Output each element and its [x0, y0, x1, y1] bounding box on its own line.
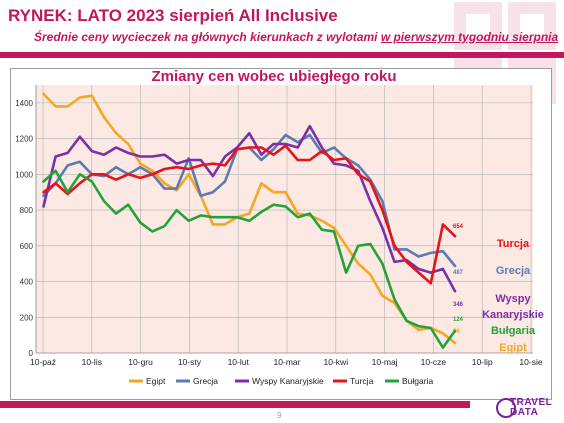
x-tick-label: 10-lip — [472, 357, 493, 367]
series-side-label: Wyspy — [495, 293, 531, 305]
page-title: RYNEK: LATO 2023 sierpień All Inclusive — [8, 6, 338, 25]
subtitle-text: Średnie ceny wycieczek na głównych kieru… — [34, 30, 381, 44]
series-side-label: Egipt — [499, 342, 527, 354]
legend-label: Wyspy Kanaryjskie — [252, 376, 324, 386]
chart-title: Zmiany cen wobec ubiegłego roku — [151, 69, 396, 85]
series-side-label: Kanaryjskie — [482, 309, 544, 321]
series-side-label: Bułgaria — [491, 325, 536, 337]
legend-label: Grecja — [193, 376, 218, 386]
page-number: 9 — [277, 411, 282, 420]
x-tick-label: 10-lis — [82, 357, 102, 367]
x-tick-label: 10-kwi — [324, 357, 349, 367]
series-line-wyspy-kanaryjskie — [42, 124, 457, 293]
series-line-bułgaria — [42, 169, 457, 349]
legend-label: Bułgaria — [402, 376, 433, 386]
x-tick-label: 10-maj — [372, 357, 398, 367]
y-tick-label: 0 — [29, 349, 34, 358]
footer-divider — [0, 401, 470, 408]
x-tick-label: 10-mar — [274, 357, 301, 367]
series-line-turcja — [42, 144, 457, 285]
series-line-egipt — [42, 92, 457, 345]
subtitle-emphasis: w pierwszym tygodniu sierpnia — [380, 30, 559, 44]
x-tick-label: 10-gru — [128, 357, 153, 367]
y-tick-label: 1000 — [15, 170, 33, 179]
legend-label: Turcja — [350, 376, 374, 386]
end-value-label: 487 — [453, 270, 464, 276]
price-change-chart: 0 200 400 600 800 1000 1200 1400 10-paź 10-lis 10-… — [15, 69, 544, 386]
page-subtitle: Średnie ceny wycieczek na głównych kieru… — [34, 30, 558, 44]
y-tick-label: 600 — [20, 242, 34, 251]
x-tick-label: 10-sty — [178, 357, 202, 367]
end-value-label: 56 — [453, 329, 460, 335]
y-tick-label: 1200 — [15, 135, 33, 144]
chart-frame: 0 200 400 600 800 1000 1200 1400 10-paź 10-lis 10-… — [10, 68, 552, 400]
plot-background — [36, 85, 533, 353]
x-tick-label: 10-cze — [421, 357, 447, 367]
end-value-label: 654 — [453, 224, 464, 230]
header-divider — [0, 52, 564, 58]
logo-globe-icon — [496, 398, 516, 418]
x-tick-label: 10-lut — [228, 357, 250, 367]
logo-text-top: TRAVEL — [510, 397, 553, 408]
series-side-label: Grecja — [496, 265, 531, 277]
y-tick-label: 800 — [20, 206, 34, 215]
end-value-label: 124 — [453, 317, 464, 323]
legend-label: Egipt — [146, 376, 166, 386]
series-side-label: Turcja — [497, 238, 530, 250]
y-tick-label: 1400 — [15, 99, 33, 108]
logo-text-bottom: DATA — [510, 407, 539, 418]
x-tick-label: 10-sie — [519, 357, 542, 367]
travel-data-logo: TRAVEL DATA — [496, 396, 562, 422]
y-tick-label: 200 — [20, 313, 34, 322]
x-tick-label: 10-paź — [30, 357, 56, 367]
y-tick-label: 400 — [20, 278, 34, 287]
end-value-label: 346 — [453, 302, 464, 308]
